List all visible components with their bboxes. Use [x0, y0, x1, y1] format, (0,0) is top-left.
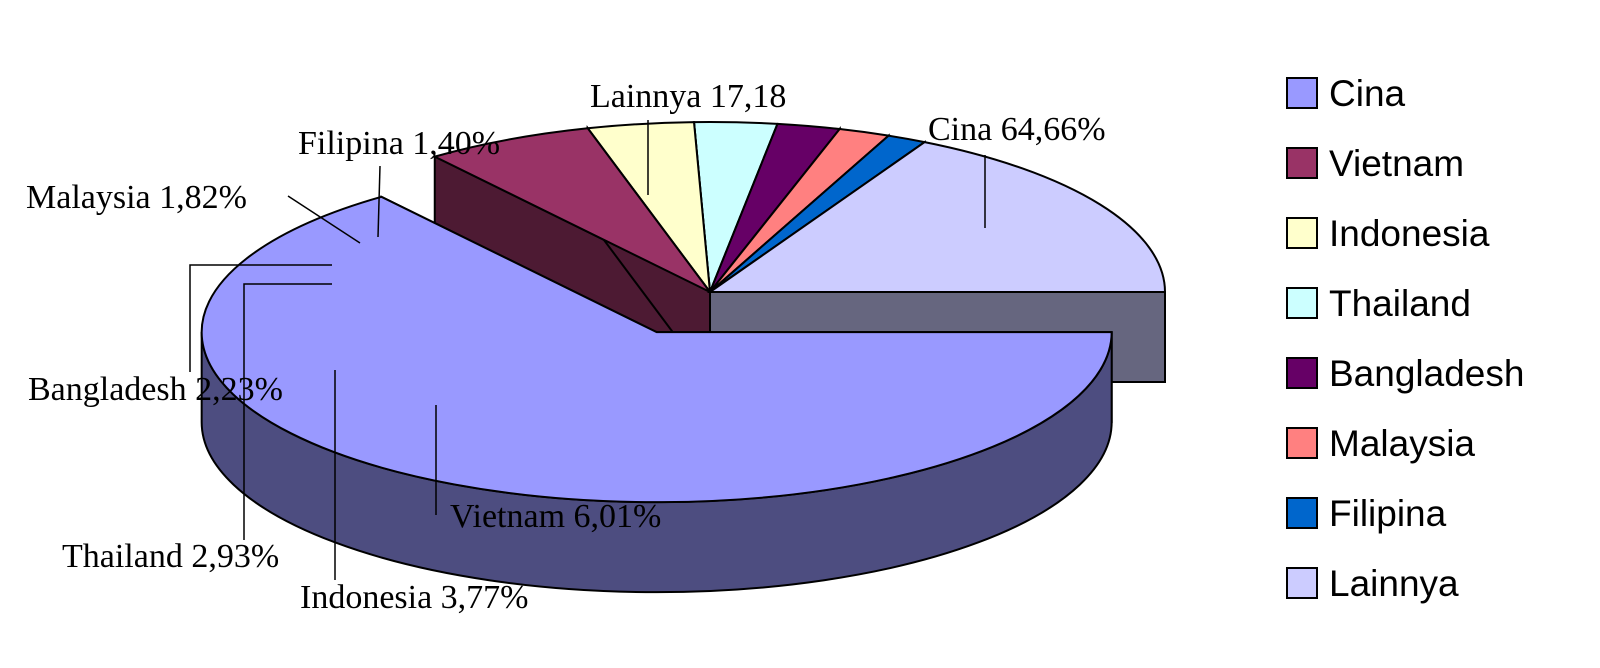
slice-label-cina: Cina 64,66% — [928, 111, 1106, 148]
leader-line-bangladesh — [189, 264, 332, 372]
leader-lines — [189, 120, 986, 580]
leader-line-malaysia — [287, 195, 361, 244]
slice-label-bangladesh: Bangladesh 2,23% — [28, 371, 283, 408]
legend-swatch-bangladesh — [1286, 357, 1318, 389]
leader-line-filipina — [377, 165, 381, 238]
legend-swatch-malaysia — [1286, 427, 1318, 459]
legend-label-bangladesh: Bangladesh — [1329, 353, 1524, 394]
slice-label-indonesia: Indonesia 3,77% — [300, 579, 529, 616]
slice-label-thailand: Thailand 2,93% — [62, 538, 279, 575]
legend-label-cina: Cina — [1329, 73, 1406, 114]
legend-swatch-vietnam — [1286, 147, 1318, 179]
legend-swatch-indonesia — [1286, 217, 1318, 249]
legend-swatch-thailand — [1286, 287, 1318, 319]
legend-label-thailand: Thailand — [1329, 283, 1471, 324]
legend-swatch-cina — [1286, 77, 1318, 109]
slice-vietnam — [431, 127, 711, 293]
legend-label-vietnam: Vietnam — [1329, 143, 1464, 184]
legend-label-malaysia: Malaysia — [1329, 423, 1475, 464]
legend-swatch-filipina — [1286, 497, 1318, 529]
slice-label-filipina: Filipina 1,40% — [298, 125, 500, 162]
slice-cina — [200, 195, 1113, 504]
legend-label-filipina: Filipina — [1329, 493, 1447, 534]
slice-label-lainnya: Lainnya 17,18 — [590, 78, 786, 115]
legend-label-lainnya: Lainnya — [1329, 563, 1459, 604]
slice-label-vietnam: Vietnam 6,01% — [450, 498, 661, 535]
leader-line-thailand — [243, 283, 332, 540]
slice-lainnya — [706, 141, 1167, 293]
pie-slices — [200, 120, 1167, 594]
slice-labels: Cina 64,66% Vietnam 6,01% Indonesia 3,77% T… — [26, 78, 1106, 616]
slice-label-malaysia: Malaysia 1,82% — [26, 179, 247, 216]
legend-label-indonesia: Indonesia — [1329, 213, 1490, 254]
legend: Cina Vietnam Indonesia Thailand Bangladesh Ma… — [1286, 73, 1524, 604]
legend-swatch-lainnya — [1286, 567, 1318, 599]
